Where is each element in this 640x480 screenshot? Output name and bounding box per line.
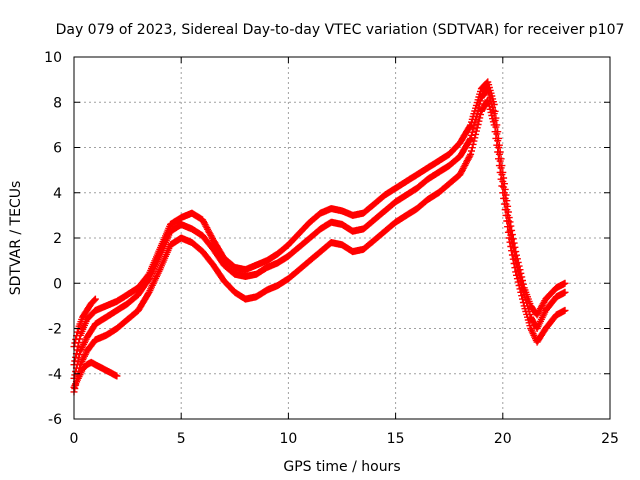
y-tick-label: 0 [53,276,62,292]
x-tick-label: 5 [177,431,186,447]
grid-layer [74,57,610,419]
tick-layer: 0 5 10 15 20 25 -6 -4 -2 0 2 4 6 8 10 [44,50,619,447]
x-tick-label: 0 [70,431,79,447]
series-markers [70,85,569,382]
x-tick-label: 20 [494,431,512,447]
y-tick-label: 2 [53,231,62,247]
y-tick-label: -2 [48,322,62,338]
chart-title: Day 079 of 2023, Sidereal Day-to-day VTE… [56,22,625,38]
x-tick-label: 25 [601,431,619,447]
series-markers [70,96,569,396]
y-tick-label: -6 [48,412,62,428]
series-track-1 [70,85,569,382]
x-tick-label: 15 [387,431,405,447]
x-tick-label: 10 [279,431,297,447]
y-axis-label: SDTVAR / TECUs [8,181,24,296]
data-layer [70,78,569,396]
x-axis-label: GPS time / hours [283,459,400,475]
y-tick-label: -4 [48,367,62,383]
series-track-3 [70,96,569,396]
y-tick-label: 10 [44,50,62,66]
y-tick-label: 8 [53,95,62,111]
y-tick-label: 6 [53,141,62,157]
y-tick-label: 4 [53,186,62,202]
